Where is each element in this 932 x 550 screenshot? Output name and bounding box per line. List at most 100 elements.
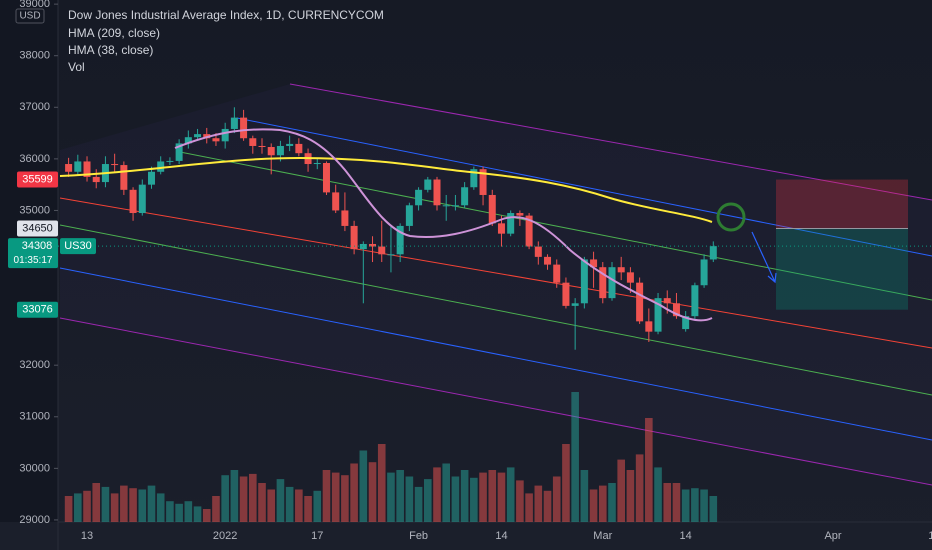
candle-body [175,143,183,161]
volume-bar [341,475,349,522]
volume-bar [212,496,220,522]
y-tick-label: 30000 [19,462,50,474]
volume-bar [202,509,211,522]
volume-bar [276,479,285,522]
volume-bar [221,475,229,522]
volume-bar [645,418,653,522]
candle-body [617,267,625,273]
candle-body [488,194,496,224]
volume-bar [110,493,119,522]
volume-bar [608,483,616,522]
volume-bar [377,444,386,522]
x-tick-label: Mar [593,530,612,542]
countdown: 01:35:17 [14,255,53,266]
candle-body [332,192,340,211]
candle-body [507,213,515,234]
volume-bar [442,463,451,522]
candle-body [672,303,680,317]
candle-body [166,160,174,162]
volume-bar [101,486,110,522]
candle-body [470,169,478,188]
candle-body [313,162,321,165]
channel-line [179,151,932,301]
volume [64,392,718,522]
volume-bar [654,467,662,522]
volume-bar [239,476,248,522]
volume-bar [249,473,257,522]
candle-body [359,243,367,250]
volume-bar [589,489,598,522]
candle-body [221,128,229,142]
volume-bar [525,493,533,522]
candle-body [534,246,542,257]
volume-bar [396,470,404,522]
regression-channel [59,83,932,486]
candle-body [654,298,662,332]
volume-bar [64,496,73,522]
volume-bar [672,483,681,522]
currency[interactable]: USD [19,11,40,22]
candle-body [295,143,303,154]
volume-bar [322,470,331,522]
candle-body [157,161,165,172]
channel-line [59,267,932,441]
candle-body [636,282,644,322]
volume-bar [193,506,202,522]
candle-body [451,205,459,207]
target-zone [776,228,908,310]
volume-bar [451,476,460,522]
candle-body [387,254,395,256]
channel-line [236,117,932,257]
stop-zone [776,179,908,229]
candle-body [341,210,349,226]
volume-bar [470,477,478,522]
y-tick-label: 36000 [19,153,50,165]
candle-body [525,215,533,247]
volume-bar [74,493,82,522]
volume-bar [120,485,128,522]
candle-body [138,184,146,214]
x-tick-label: 13 [81,530,93,542]
price-tag-label: 35599 [22,173,53,185]
last-price-label: 34308 [22,240,53,252]
volume-bar [534,485,543,522]
last-price-tag [8,238,58,269]
channel-line [59,197,932,349]
candle-body [645,321,653,332]
candle-body [276,145,284,156]
legend: Dow Jones Industrial Average Index, 1D, … [68,8,384,74]
channel-line [59,317,932,486]
candle-body [249,138,257,146]
y-tick-label: 29000 [19,514,50,526]
candle-body [516,213,524,216]
volume-bar [83,490,91,522]
position-tool [776,179,908,310]
candle-body [129,189,137,214]
channel-line [289,83,932,201]
indicator-label: HMA (38, close) [68,43,153,57]
currency-box[interactable] [15,8,45,24]
candle-body [544,256,552,265]
x-tick-label: Apr [824,530,841,542]
x-tick-label: 14 [680,530,692,542]
candle-body [322,162,330,193]
circle-marker [716,202,746,232]
candle-body [120,165,128,190]
candle-body [709,246,717,260]
indicator-label: Vol [68,60,85,74]
volume-bar [138,489,147,522]
volume-bar [92,483,101,522]
candle-body [147,171,155,185]
candle-body [111,164,119,166]
candles [65,107,717,350]
candle-body [240,117,248,139]
x-tick-label: 14 [495,530,507,542]
candle-body [608,267,616,299]
candle-body [184,137,192,144]
candle-body [562,282,570,306]
volume-bar [295,489,303,522]
volume-bar [285,486,294,522]
candle-body [626,272,634,283]
